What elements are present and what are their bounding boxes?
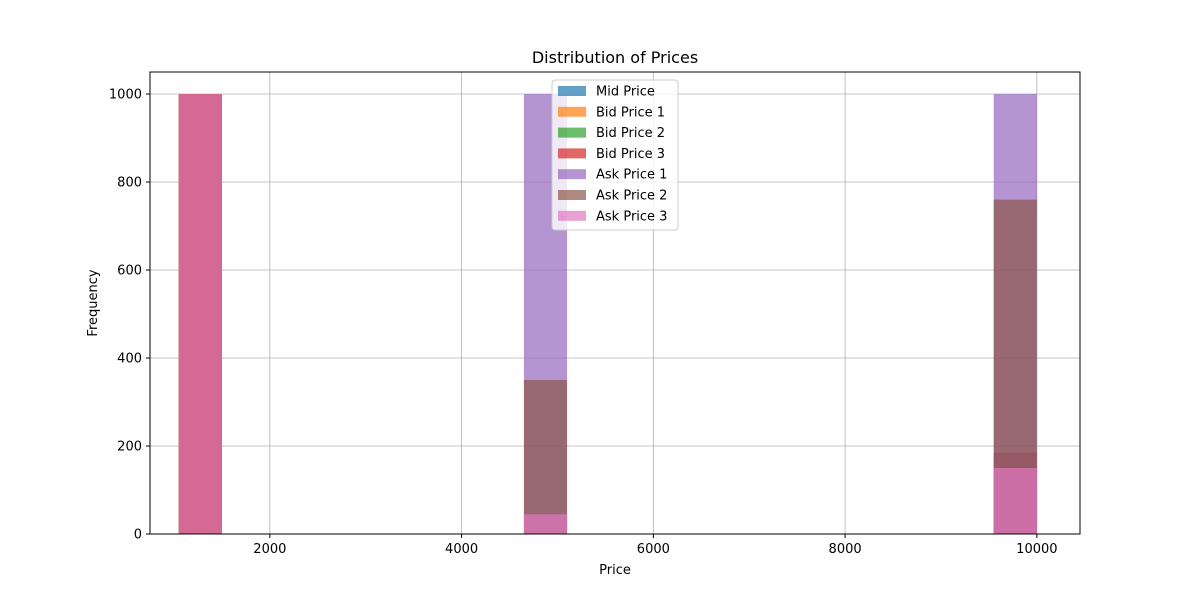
legend-swatch — [558, 127, 586, 138]
x-axis-label: Price — [599, 563, 631, 578]
histogram-bar-ask-price-3 — [993, 468, 1037, 534]
y-tick-label: 200 — [117, 440, 142, 455]
histogram-bar-ask-price-3 — [523, 514, 568, 534]
x-tick-label: 6000 — [637, 542, 670, 557]
y-tick-label: 400 — [117, 352, 142, 367]
legend-label: Bid Price 1 — [596, 105, 665, 120]
legend-swatch — [558, 106, 586, 117]
legend-label: Bid Price 3 — [596, 147, 665, 162]
y-tick-label: 600 — [117, 264, 142, 279]
y-tick-label: 800 — [117, 176, 142, 191]
legend-label: Bid Price 2 — [596, 126, 665, 141]
legend-swatch — [558, 86, 586, 96]
legend-label: Ask Price 3 — [596, 209, 667, 224]
y-axis-label: Frequency — [86, 269, 101, 336]
axis-ticks: 2000 4000 6000 8000 10000 0 200 400 600 800 1000 — [109, 88, 1058, 558]
y-tick-label: 0 — [134, 528, 142, 543]
legend-label: Mid Price — [596, 85, 655, 100]
legend: Mid Price Bid Price 1 Bid Price 2 Bid Price… — [551, 79, 679, 231]
chart-title: Distribution of Prices — [532, 48, 698, 67]
legend-label: Ask Price 2 — [596, 189, 667, 204]
legend-swatch — [558, 190, 586, 200]
x-tick-label: 8000 — [829, 542, 862, 557]
histogram-bar-ask-price-3 — [178, 94, 222, 534]
legend-swatch — [558, 148, 586, 159]
plot-frame — [149, 71, 1081, 535]
legend-swatch — [558, 210, 586, 221]
histogram-bar-ask-price-2 — [523, 380, 568, 534]
histogram-bars — [178, 94, 1037, 534]
y-tick-label: 1000 — [109, 88, 142, 103]
legend-swatch — [558, 169, 586, 180]
x-tick-label: 2000 — [253, 542, 286, 557]
legend-label: Ask Price 1 — [596, 168, 667, 183]
x-tick-label: 4000 — [445, 542, 478, 557]
x-tick-label: 10000 — [1016, 542, 1057, 557]
